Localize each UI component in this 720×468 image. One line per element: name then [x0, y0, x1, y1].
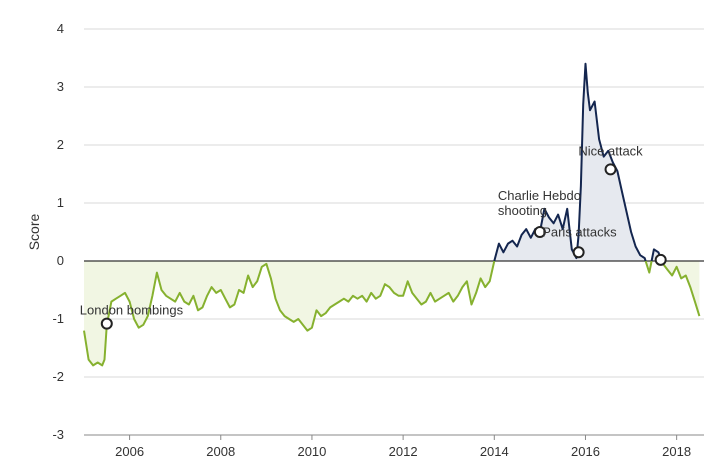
- negative-score-line: [644, 260, 653, 274]
- series-areas: [84, 63, 700, 366]
- y-tick-label: 2: [57, 137, 64, 152]
- y-tick-label: 0: [57, 253, 64, 268]
- y-tick-label: -1: [52, 311, 64, 326]
- negative-score-line: [660, 260, 701, 317]
- y-tick-label: 4: [57, 21, 64, 36]
- y-tick-label: -3: [52, 427, 64, 442]
- x-tick-label: 2010: [297, 444, 326, 459]
- event-marker: [604, 163, 617, 176]
- x-tick-label: 2016: [571, 444, 600, 459]
- event-marker: [100, 317, 113, 330]
- negative-score-area: [661, 261, 700, 317]
- x-tick-label: 2006: [115, 444, 144, 459]
- annotation-label: Charlie Hebdo: [498, 188, 581, 203]
- annotation-label: London bombings: [80, 303, 184, 318]
- negative-score-area: [84, 261, 495, 366]
- y-tick-label: 3: [57, 79, 64, 94]
- positive-score-area: [494, 63, 646, 261]
- event-marker: [654, 253, 667, 266]
- y-tick-label: -2: [52, 369, 64, 384]
- x-tick-label: 2014: [480, 444, 509, 459]
- y-axis: 4 3 2 1 0 -1 -2 -3: [52, 21, 64, 442]
- y-tick-label: 1: [57, 195, 64, 210]
- y-axis-title: Score: [26, 214, 42, 251]
- event-marker: [533, 226, 546, 238]
- annotation-label: shooting: [498, 203, 547, 218]
- annotation-label: Nice attack: [578, 143, 643, 158]
- event-marker: [572, 246, 585, 259]
- x-tick-label: 2012: [389, 444, 418, 459]
- x-axis: 2006 2008 2010 2012 2014 2016 2018: [84, 434, 704, 459]
- x-tick-label: 2018: [662, 444, 691, 459]
- x-tick-label: 2008: [206, 444, 235, 459]
- negative-score-line: [83, 260, 496, 367]
- annotation-label: Paris attacks: [542, 224, 617, 239]
